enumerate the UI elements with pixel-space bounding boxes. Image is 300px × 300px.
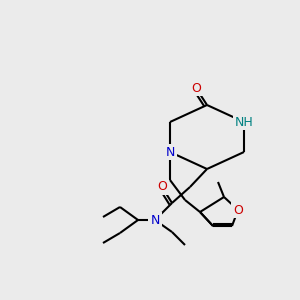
Text: NH: NH (235, 116, 254, 128)
Text: O: O (191, 82, 201, 94)
Text: O: O (233, 203, 243, 217)
Text: O: O (157, 181, 167, 194)
Text: N: N (165, 146, 175, 158)
Text: N: N (150, 214, 160, 226)
